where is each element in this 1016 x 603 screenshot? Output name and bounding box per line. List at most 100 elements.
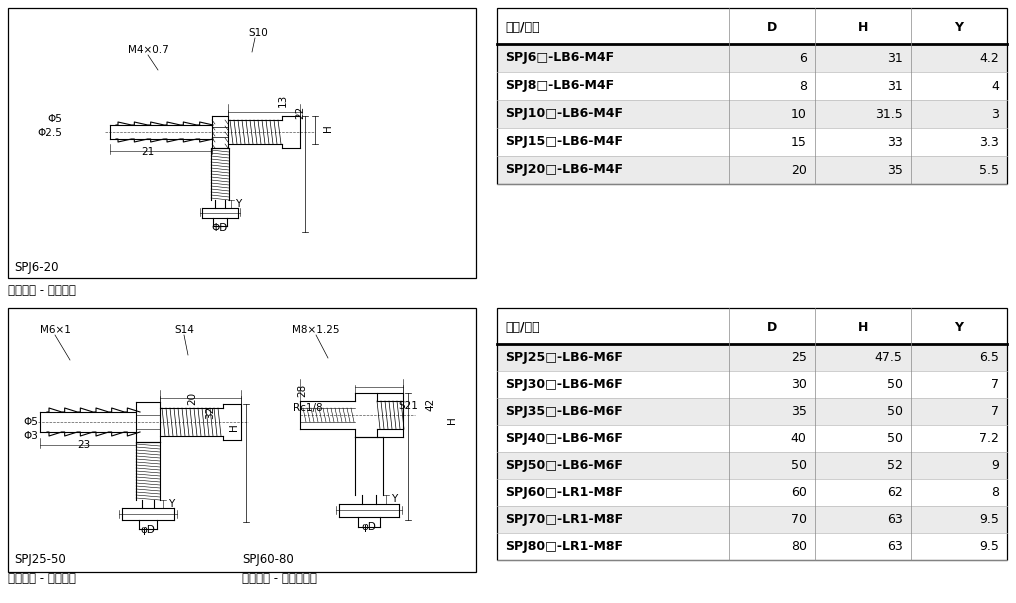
Text: SPJ25-50: SPJ25-50: [14, 554, 66, 566]
Text: SPJ70□-LR1-M8F: SPJ70□-LR1-M8F: [505, 513, 623, 526]
Text: 63: 63: [887, 513, 902, 526]
Text: 7: 7: [991, 405, 999, 418]
Text: Rc1/8: Rc1/8: [294, 403, 323, 413]
Text: 水平方向 - 内螺纹连接: 水平方向 - 内螺纹连接: [242, 572, 317, 584]
Text: 3: 3: [992, 107, 999, 121]
Text: 15: 15: [790, 136, 807, 148]
Text: H: H: [447, 416, 457, 424]
Text: 9: 9: [992, 459, 999, 472]
Text: M6×1: M6×1: [40, 325, 70, 335]
Text: 28: 28: [297, 384, 307, 397]
Text: 50: 50: [887, 378, 902, 391]
Text: 5.5: 5.5: [979, 163, 999, 177]
Text: H: H: [323, 124, 333, 132]
Text: Y: Y: [391, 494, 397, 505]
Text: 7: 7: [991, 378, 999, 391]
Text: 60: 60: [790, 486, 807, 499]
Text: 20: 20: [187, 391, 197, 405]
Bar: [497, 425, 1007, 452]
Text: M4×0.7: M4×0.7: [128, 45, 169, 55]
Bar: [497, 308, 1007, 344]
Text: 型号/尺寸: 型号/尺寸: [505, 321, 539, 334]
Text: 50: 50: [790, 459, 807, 472]
Text: 13: 13: [278, 93, 288, 107]
Text: 31.5: 31.5: [875, 107, 902, 121]
Text: Φ5: Φ5: [47, 114, 62, 124]
Text: 25: 25: [790, 351, 807, 364]
Text: SPJ30□-LB6-M6F: SPJ30□-LB6-M6F: [505, 378, 623, 391]
Text: 9.5: 9.5: [979, 513, 999, 526]
Text: 31: 31: [887, 80, 902, 92]
Text: Y: Y: [235, 199, 241, 209]
Text: S21: S21: [398, 401, 418, 411]
Text: Φ2.5: Φ2.5: [38, 128, 62, 138]
Text: Y: Y: [954, 321, 963, 334]
Text: SPJ6-20: SPJ6-20: [14, 262, 59, 274]
Text: D: D: [767, 21, 777, 34]
Text: SPJ20□-LB6-M4F: SPJ20□-LB6-M4F: [505, 163, 623, 177]
Bar: [497, 344, 1007, 371]
Text: 42: 42: [425, 397, 435, 411]
Bar: [497, 8, 1007, 44]
Text: SPJ80□-LR1-M8F: SPJ80□-LR1-M8F: [505, 540, 623, 553]
Text: 31: 31: [887, 51, 902, 65]
Text: 62: 62: [887, 486, 902, 499]
Text: S10: S10: [248, 28, 268, 38]
Text: 水平方向 - 宝塔接头: 水平方向 - 宝塔接头: [8, 285, 76, 297]
Bar: [497, 128, 1007, 156]
Bar: [497, 100, 1007, 128]
Text: 8: 8: [991, 486, 999, 499]
Text: SPJ60□-LR1-M8F: SPJ60□-LR1-M8F: [505, 486, 623, 499]
Text: SPJ15□-LB6-M4F: SPJ15□-LB6-M4F: [505, 136, 623, 148]
Text: 70: 70: [790, 513, 807, 526]
Text: 40: 40: [790, 432, 807, 445]
Text: S14: S14: [174, 325, 194, 335]
Bar: [497, 308, 1007, 560]
Text: SPJ60-80: SPJ60-80: [242, 554, 294, 566]
Text: SPJ50□-LB6-M6F: SPJ50□-LB6-M6F: [505, 459, 623, 472]
Text: 35: 35: [790, 405, 807, 418]
Text: 10: 10: [790, 107, 807, 121]
Bar: [497, 398, 1007, 425]
Text: 6: 6: [799, 51, 807, 65]
Text: 6.5: 6.5: [979, 351, 999, 364]
Text: 32: 32: [205, 405, 215, 418]
Text: Φ5: Φ5: [23, 417, 38, 427]
Text: 4.2: 4.2: [979, 51, 999, 65]
Text: 30: 30: [790, 378, 807, 391]
Bar: [497, 452, 1007, 479]
Text: 80: 80: [790, 540, 807, 553]
Text: 50: 50: [887, 405, 902, 418]
Bar: [497, 479, 1007, 506]
Bar: [497, 72, 1007, 100]
Text: 52: 52: [887, 459, 902, 472]
Text: 水平方向 - 宝塔接头: 水平方向 - 宝塔接头: [8, 572, 76, 584]
Text: 3.3: 3.3: [979, 136, 999, 148]
Bar: [497, 44, 1007, 72]
Text: M8×1.25: M8×1.25: [293, 325, 339, 335]
Text: SPJ35□-LB6-M6F: SPJ35□-LB6-M6F: [505, 405, 623, 418]
Bar: [8, 308, 477, 572]
Text: H: H: [858, 321, 868, 334]
Text: H: H: [229, 423, 239, 431]
Text: 23: 23: [77, 440, 90, 450]
Bar: [8, 8, 477, 278]
Text: 47.5: 47.5: [875, 351, 902, 364]
Bar: [497, 371, 1007, 398]
Text: 50: 50: [887, 432, 902, 445]
Bar: [497, 8, 1007, 184]
Text: φD: φD: [140, 525, 155, 535]
Text: Y: Y: [168, 499, 175, 509]
Text: D: D: [767, 321, 777, 334]
Text: SPJ8□-LB6-M4F: SPJ8□-LB6-M4F: [505, 80, 614, 92]
Text: SPJ6□-LB6-M4F: SPJ6□-LB6-M4F: [505, 51, 614, 65]
Text: 20: 20: [790, 163, 807, 177]
Text: SPJ40□-LB6-M6F: SPJ40□-LB6-M6F: [505, 432, 623, 445]
Text: φD: φD: [362, 522, 377, 532]
Text: ΦD: ΦD: [212, 223, 229, 233]
Text: SPJ25□-LB6-M6F: SPJ25□-LB6-M6F: [505, 351, 623, 364]
Text: 4: 4: [992, 80, 999, 92]
Text: 9.5: 9.5: [979, 540, 999, 553]
Text: Y: Y: [954, 21, 963, 34]
Text: 35: 35: [887, 163, 902, 177]
